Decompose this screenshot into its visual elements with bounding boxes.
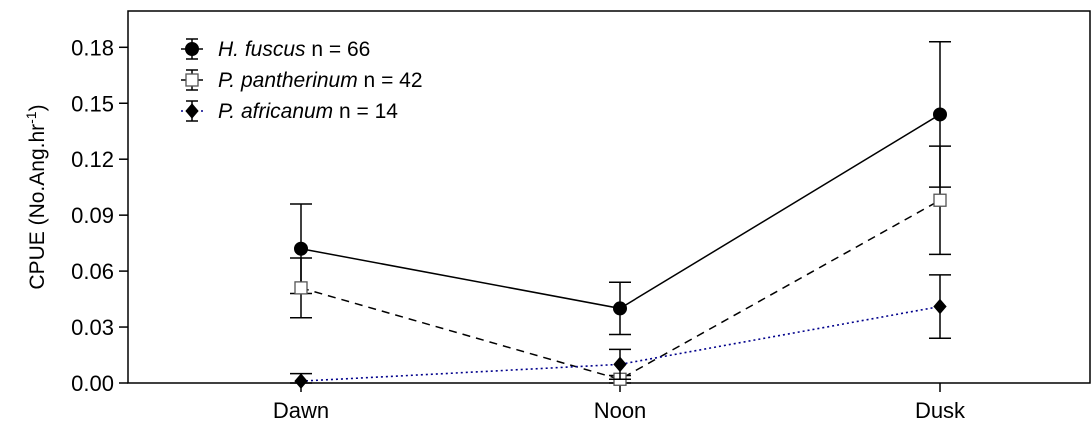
- x-tick-label: Noon: [594, 398, 647, 423]
- series-line: [300, 305, 941, 382]
- legend-item-1: P. pantherinum n = 42: [181, 69, 423, 92]
- y-axis-title: CPUE (No.Ang.hr-1): [23, 104, 49, 289]
- series-line: [300, 199, 941, 381]
- data-point: [294, 373, 308, 389]
- legend-species: H. fuscus: [218, 38, 306, 61]
- legend-marker: [185, 103, 199, 119]
- series-1: [290, 145, 951, 386]
- series-line: [300, 113, 941, 310]
- y-tick-label: 0.15: [71, 91, 114, 116]
- legend-species: P. africanum: [218, 100, 333, 123]
- legend-marker: [185, 42, 199, 56]
- y-tick-label: 0.00: [71, 371, 114, 396]
- series-0: [290, 40, 951, 336]
- data-point: [933, 193, 947, 207]
- series-2: [290, 274, 951, 389]
- y-tick-label: 0.09: [71, 203, 114, 228]
- y-axis-title-sup: -1: [23, 111, 39, 124]
- legend-sample-size: n = 14: [333, 100, 398, 123]
- y-tick-label: 0.18: [71, 35, 114, 60]
- legend-marker: [185, 73, 199, 87]
- legend-sample-size: n = 66: [306, 38, 371, 61]
- y-tick-label: 0.12: [71, 147, 114, 172]
- legend-sample-size: n = 42: [358, 69, 423, 92]
- data-point: [294, 241, 308, 256]
- legend-label: P. pantherinum n = 42: [218, 69, 423, 92]
- data-point: [933, 107, 947, 122]
- x-tick-label: Dawn: [273, 398, 329, 423]
- y-axis-title-close: ): [26, 104, 49, 111]
- legend-item-0: H. fuscus n = 66: [181, 38, 370, 61]
- x-tick-label: Dusk: [915, 398, 966, 423]
- data-point: [613, 301, 627, 316]
- y-axis-title-main: CPUE (No.Ang.hr: [26, 124, 49, 290]
- legend-species: P. pantherinum: [218, 69, 358, 92]
- data-point: [933, 298, 947, 315]
- legend-label: H. fuscus n = 66: [218, 38, 370, 61]
- data-point: [294, 281, 308, 295]
- legend-label: P. africanum n = 14: [218, 100, 398, 123]
- data-point: [613, 356, 627, 373]
- y-tick-label: 0.06: [71, 259, 114, 284]
- y-tick-label: 0.03: [71, 315, 114, 340]
- legend-item-2: P. africanum n = 14: [181, 100, 398, 123]
